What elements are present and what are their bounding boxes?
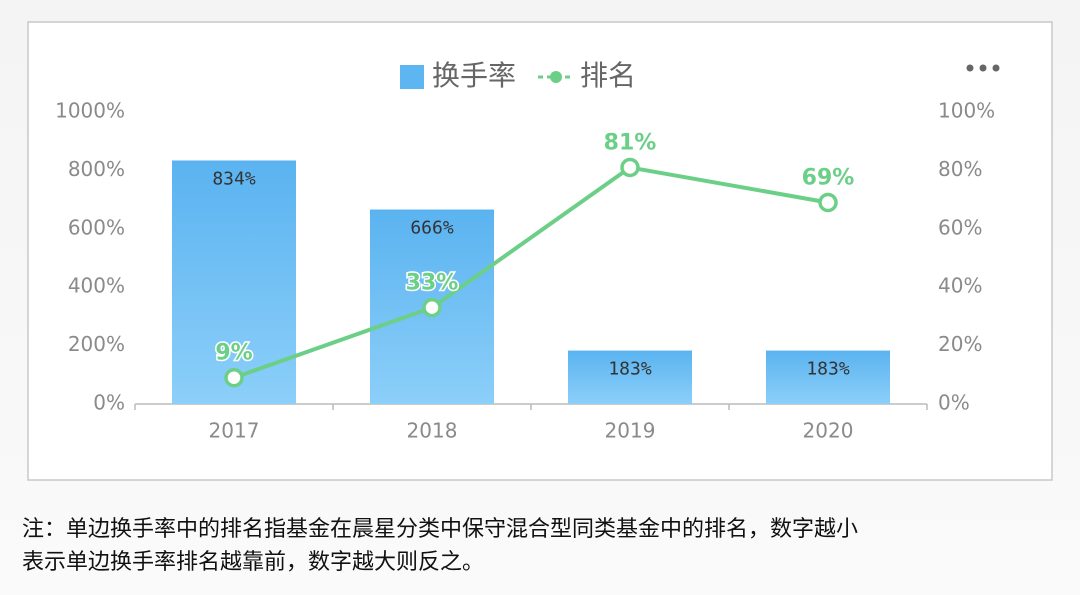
line-point bbox=[422, 297, 442, 318]
line-point bbox=[224, 367, 244, 388]
line-value-label: 9% bbox=[215, 341, 252, 366]
line bbox=[233, 165, 829, 380]
bar-value-label: 666% bbox=[410, 218, 454, 239]
bar-value-label: 183% bbox=[806, 359, 850, 380]
y2-tick-label: 100% bbox=[938, 99, 995, 123]
line-value-label: 81% bbox=[604, 130, 657, 155]
x-tick-label: 2020 bbox=[803, 419, 854, 443]
bar bbox=[766, 350, 890, 404]
line-point bbox=[818, 192, 838, 213]
y2-tick-label: 0% bbox=[938, 391, 970, 415]
y-tick-label: 800% bbox=[68, 157, 125, 181]
line-point bbox=[620, 157, 640, 178]
note-line: 表示单边换手率排名越靠前，数字越大则反之。 bbox=[22, 550, 484, 575]
y-tick-label: 600% bbox=[68, 215, 125, 239]
line-value-label: 69% bbox=[802, 166, 855, 191]
y-tick-label: 400% bbox=[68, 274, 125, 298]
y2-tick-label: 80% bbox=[938, 157, 982, 181]
legend-label[interactable]: 排名 bbox=[580, 59, 636, 92]
y-tick-label: 200% bbox=[68, 332, 125, 356]
line-value-label: 33% bbox=[406, 271, 459, 296]
y-tick-label: 0% bbox=[93, 391, 125, 415]
bar-value-label: 183% bbox=[608, 359, 652, 380]
x-tick-label: 2019 bbox=[605, 419, 656, 443]
legend-label[interactable]: 换手率 bbox=[432, 59, 516, 92]
y-tick-label: 1000% bbox=[55, 99, 125, 123]
legend-swatch bbox=[400, 65, 424, 89]
bar bbox=[172, 160, 296, 404]
x-tick-label: 2017 bbox=[209, 419, 260, 443]
legend-swatch bbox=[550, 71, 563, 83]
y2-tick-label: 20% bbox=[938, 332, 982, 356]
bar bbox=[568, 350, 692, 404]
x-tick-label: 2018 bbox=[407, 419, 458, 443]
y2-tick-label: 40% bbox=[938, 274, 982, 298]
y2-tick-label: 60% bbox=[938, 215, 982, 239]
note-line: 注：单边换手率中的排名指基金在晨星分类中保守混合型同类基金中的排名，数字越小 bbox=[22, 517, 858, 542]
bar-value-label: 834% bbox=[212, 168, 256, 189]
menu-icon[interactable] bbox=[966, 64, 1000, 72]
